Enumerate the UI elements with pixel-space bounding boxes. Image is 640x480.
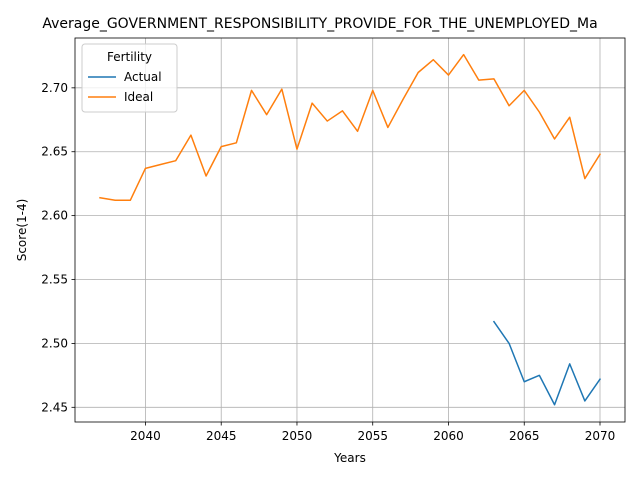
- series-line-ideal: [99, 53, 602, 202]
- y-axis: 2.45 2.50 2.55 2.60 2.65 2.70: [41, 81, 75, 414]
- x-axis-label: Years: [333, 451, 366, 465]
- y-tick-label: 2.60: [41, 209, 68, 223]
- x-tick-label: 2055: [357, 429, 388, 443]
- x-tick-label: 2070: [585, 429, 616, 443]
- series-layer: [99, 53, 602, 406]
- x-tick-label: 2040: [130, 429, 161, 443]
- legend-title: Fertility: [107, 50, 152, 64]
- x-axis: 2040 2045 2050 2055 2060 2065 2070: [130, 422, 615, 443]
- legend-box: [81, 43, 178, 113]
- chart-title: Average_GOVERNMENT_RESPONSIBILITY_PROVID…: [42, 16, 597, 32]
- x-tick-label: 2045: [206, 429, 237, 443]
- legend: Fertility Actual Ideal: [81, 43, 178, 113]
- y-tick-label: 2.50: [41, 336, 68, 350]
- y-tick-label: 2.65: [41, 145, 68, 159]
- y-tick-label: 2.45: [41, 400, 68, 414]
- y-tick-label: 2.70: [41, 81, 68, 95]
- legend-label-actual: Actual: [124, 70, 162, 84]
- legend-label-ideal: Ideal: [124, 90, 153, 104]
- y-axis-label: Score(1-4): [15, 199, 29, 262]
- x-tick-label: 2060: [433, 429, 464, 443]
- plot-frame: [74, 37, 626, 423]
- y-tick-label: 2.55: [41, 273, 68, 287]
- x-tick-label: 2050: [282, 429, 313, 443]
- x-tick-label: 2065: [509, 429, 540, 443]
- series-line-actual: [492, 320, 602, 406]
